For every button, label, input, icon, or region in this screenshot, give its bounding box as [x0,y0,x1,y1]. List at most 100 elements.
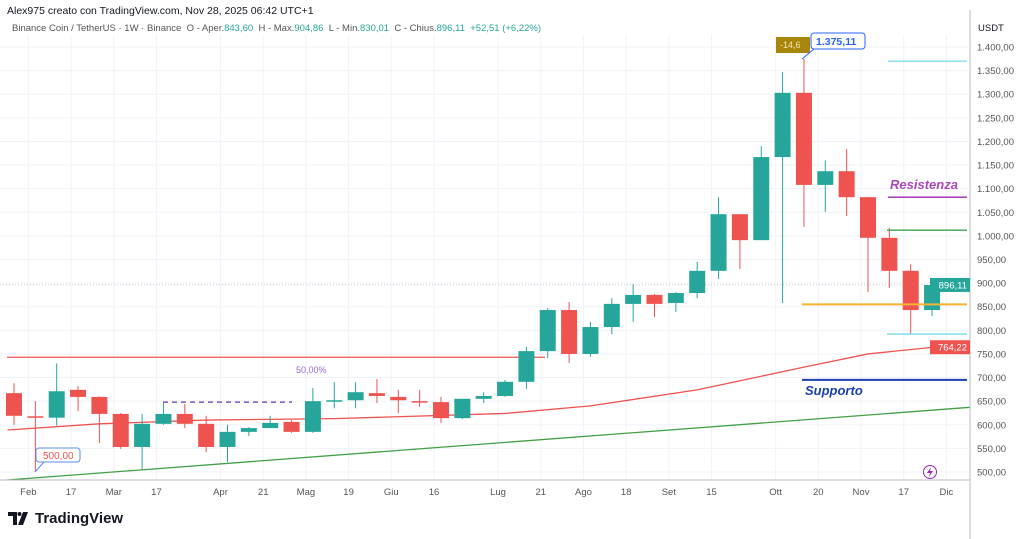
trendline [6,406,971,481]
candle-up [774,92,791,158]
candle-down [433,402,449,419]
high-callout-box [810,32,866,50]
candle-up [539,310,556,352]
resistance-label: Resistenza [890,177,958,192]
candle-down [795,92,812,185]
time-tick: Ott [769,487,782,498]
time-tick: Dic [940,487,954,498]
price-tick: 550,00 [977,444,1006,455]
candle-down [283,421,300,432]
high-label: H - Max. [258,23,295,34]
candle-up [817,171,834,185]
change-badge: -14,6 [780,40,801,50]
candle-up [240,428,257,432]
candle-down [860,197,876,238]
price-tick: 700,00 [977,373,1006,384]
price-tick: 1.400,00 [977,43,1014,54]
ma-value: 764,22 [938,343,967,354]
candle-up [667,293,684,303]
price-tick: 900,00 [977,279,1006,290]
price-tick: 800,00 [977,326,1006,337]
candle-up [347,392,364,401]
current-price-value: 896,11 [939,280,967,291]
attribution: Alex975 creato con TradingView.com, Nov … [7,5,314,17]
candle-up [219,431,236,447]
candle-down [368,393,385,396]
time-tick: 17 [898,487,909,498]
candle-down [902,270,919,311]
lightning-icon-glyph [927,467,933,477]
price-tick: 1.350,00 [977,66,1014,77]
time-tick: 21 [535,487,546,498]
candle-up [304,401,321,432]
time-tick: Apr [213,487,228,498]
price-tick: 1.100,00 [977,184,1014,195]
high-callout-pointer [801,48,815,60]
candle-up [497,381,514,396]
fib-level-label: 50,00% [296,365,327,375]
candle-down [70,389,87,397]
candle-down [27,416,44,418]
time-tick: 20 [813,487,824,498]
candle-up [262,422,279,429]
candle-down [91,396,108,414]
price-tick: 1.050,00 [977,208,1014,219]
price-tick: 1.300,00 [977,90,1014,101]
candle-down [6,393,22,416]
candle-up [48,391,65,418]
tradingview-logo: TradingView [8,510,123,527]
time-tick: Giu [384,487,399,498]
ma-value-badge [930,340,970,355]
low-value: 830,01 [360,23,390,34]
candle-up [625,294,642,304]
low-callout-pointer [34,461,45,473]
price-tick: 1.150,00 [977,161,1014,172]
change-badge-bg [776,37,810,53]
open-value: 843,60 [224,23,254,34]
support-label: Supporto [805,383,863,398]
low-label: L - Min. [328,23,361,34]
candle-up [326,400,343,402]
price-tick: 650,00 [977,397,1006,408]
time-tick: 16 [429,487,440,498]
price-tick: 1.000,00 [977,231,1014,242]
candle-up [475,395,492,399]
time-tick: 21 [258,487,269,498]
candle-down [198,423,215,447]
candle-down [112,413,129,447]
candle-up [454,398,471,419]
candle-down [731,214,748,241]
candle-up [582,327,599,354]
time-tick: 17 [151,487,162,498]
time-tick: 18 [621,487,632,498]
price-tick: 850,00 [977,302,1006,313]
open-label: O - Aper. [186,23,225,34]
current-price-badge [930,277,970,292]
time-tick: 17 [66,487,77,498]
price-tick: 500,00 [977,468,1006,479]
price-tick: 600,00 [977,420,1006,431]
price-tick: 750,00 [977,349,1006,360]
candle-down [561,310,578,354]
time-tick: Ago [575,487,592,498]
high-callout: 1.375,11 [816,36,856,48]
time-tick: Nov [853,487,870,498]
close-label: C - Chius. [394,23,437,34]
time-tick: Lug [490,487,506,498]
low-callout-box [35,447,81,463]
currency-label: USDT [978,23,1004,34]
time-tick: 19 [343,487,354,498]
price-tick: 950,00 [977,255,1006,266]
close-value: 896,11 [436,23,465,34]
tv-logo-icon [8,512,28,525]
symbol[interactable]: Binance Coin / TetherUS · 1W · Binance [12,23,182,34]
candle-up [134,423,151,447]
time-tick: Feb [20,487,36,498]
candle-up [518,351,535,382]
low-callout: 500,00 [43,451,74,462]
time-tick: Mar [106,487,122,498]
candle-down [390,396,407,401]
time-tick: 15 [706,487,717,498]
high-value: 904,86 [294,23,324,34]
